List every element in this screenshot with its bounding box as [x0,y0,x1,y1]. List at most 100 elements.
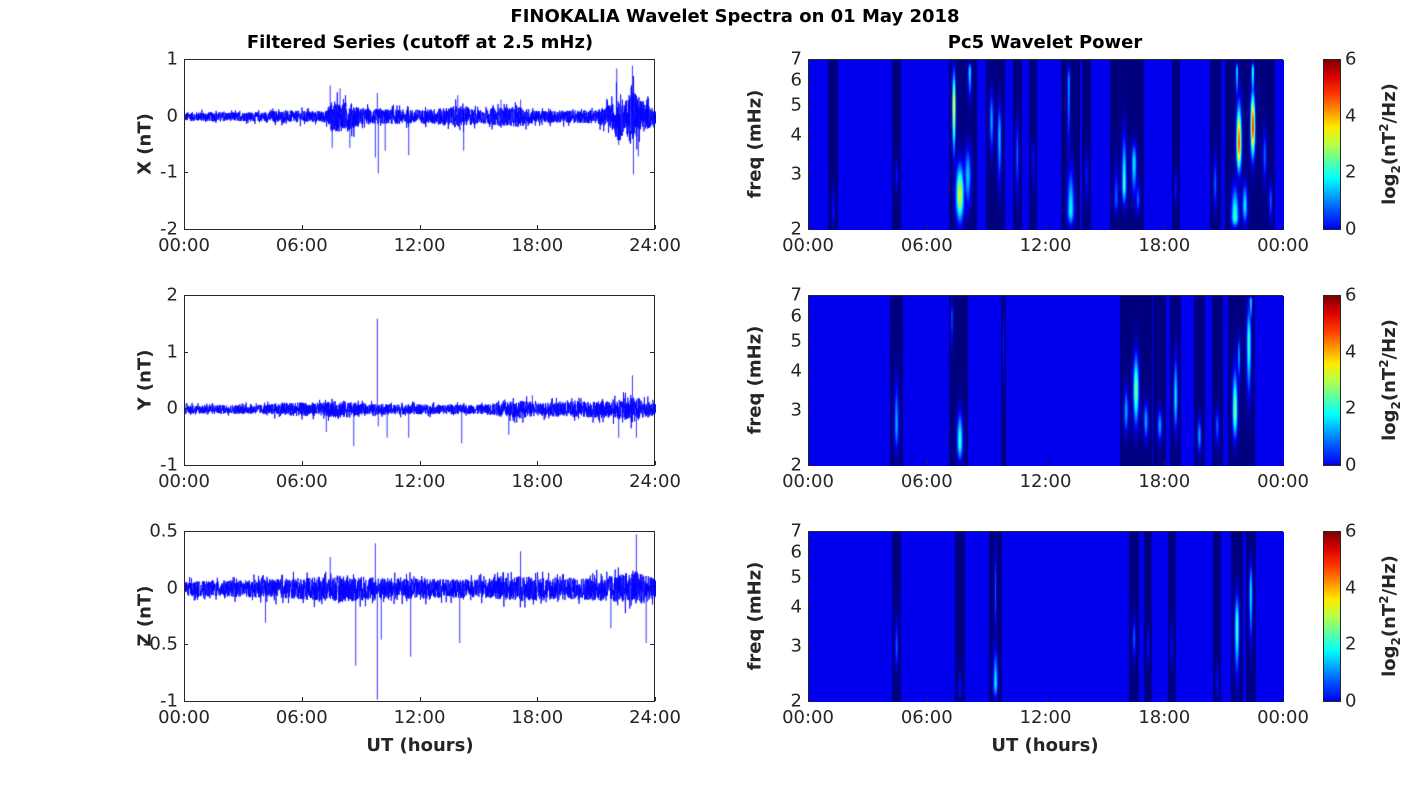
colorbar-label-part: /Hz) [1379,83,1401,124]
ytick-label: 2 [166,284,178,306]
left-column-title: Filtered Series (cutoff at 2.5 mHz) [246,32,594,53]
xtick-label: 18:00 [1138,707,1191,728]
colorbar-tick-label: 0 [1345,690,1357,712]
right-column-title: Pc5 Wavelet Power [947,32,1143,53]
ytick-mark [650,229,654,230]
ytick-mark [808,465,812,466]
ytick-mark [184,295,188,296]
xtick-mark [419,225,421,229]
ytick-mark [650,531,654,532]
colorbar [1323,59,1341,230]
xtick-label: 00:00 [1257,235,1309,256]
colorbar-tick-label: 4 [1345,577,1357,599]
freq-tick-label: 3 [790,163,802,185]
ytick-mark [184,587,188,589]
freq-tick-label: 5 [790,330,802,352]
xtick-mark [1283,697,1284,701]
ytick-mark [808,409,812,411]
ytick-mark [184,59,188,60]
ylabel-y: Y (nT) [134,349,156,411]
xtick-label: 00:00 [782,471,834,492]
freq-tick-label: 3 [790,635,802,657]
xtick-mark [537,697,539,701]
ytick-mark [808,531,812,532]
ytick-label: 0 [166,105,178,127]
colorbar-label-part: /Hz) [1379,319,1401,360]
xtick-mark [1045,225,1047,229]
ytick-mark [808,134,812,136]
ytick-label: -0.5 [142,633,178,655]
colorbar-tick-label: 2 [1345,633,1357,655]
colorbar-label: log2(nT2/Hz) [1377,555,1403,677]
colorbar-tick-label: 4 [1345,341,1357,363]
colorbar-label-part: log [1379,173,1401,205]
xtick-mark [1164,461,1166,465]
xtick-label: 06:00 [275,707,328,728]
xtick-mark [301,225,303,229]
xtick-label: 06:00 [275,471,328,492]
ytick-mark [808,295,812,296]
ytick-label: 0 [166,397,178,419]
xtick-label: 12:00 [393,707,446,728]
xtick-label: 12:00 [1019,707,1072,728]
ytick-label: -1 [160,690,178,712]
ytick-mark [808,645,812,647]
ytick-label: -2 [160,218,178,240]
spectrogram-axes-z [808,531,1284,702]
ytick-label: -1 [160,161,178,183]
colorbar-label-part: /Hz) [1379,555,1401,596]
timeseries-axes-x [184,59,656,231]
xtick-mark [184,461,185,465]
xtick-mark [655,461,656,465]
xtick-label: 00:00 [1257,471,1309,492]
colorbar-tick-label: 6 [1345,284,1357,306]
wavelet-power-heatmap-x [809,60,1284,230]
ytick-mark [184,351,188,353]
ytick-label: -1 [160,454,178,476]
xtick-label: 12:00 [1019,471,1072,492]
xtick-mark [1164,225,1166,229]
colorbar-label-part: 2 [1377,359,1392,368]
ytick-mark [184,531,188,532]
ytick-mark [808,606,812,608]
xtick-mark [808,225,809,229]
xtick-label: 00:00 [158,707,210,728]
left-xlabel: UT (hours) [366,735,474,756]
ytick-label: 0.5 [149,520,178,542]
freq-tick-label: 2 [790,218,802,240]
freq-tick-label: 2 [790,454,802,476]
xtick-mark [655,225,656,229]
wavelet-power-heatmap-z [809,532,1284,702]
xtick-label: 18:00 [1138,471,1191,492]
ytick-mark [650,115,654,117]
xtick-mark [926,461,928,465]
xtick-label: 24:00 [629,707,681,728]
ytick-mark [808,79,812,81]
ytick-mark [650,351,654,353]
ytick-mark [650,644,654,646]
freq-tick-label: 4 [790,124,802,146]
colorbar-label-part: log [1379,645,1401,677]
freq-tick-label: 7 [790,284,802,306]
ytick-mark [808,340,812,342]
colorbar-tick-label: 4 [1345,105,1357,127]
ytick-mark [808,229,812,230]
colorbar-tick-label: 2 [1345,161,1357,183]
xtick-label: 00:00 [158,471,210,492]
series-line-z [185,532,656,703]
ytick-mark [184,644,188,646]
ytick-mark [184,115,188,117]
xtick-label: 18:00 [511,235,564,256]
xtick-mark [301,697,303,701]
xtick-label: 06:00 [900,471,953,492]
xtick-label: 24:00 [629,471,681,492]
xtick-mark [1283,225,1284,229]
freq-ylabel: freq (mHz) [744,561,766,671]
colorbar-label-part: 2 [1388,637,1403,646]
xtick-mark [808,461,809,465]
colorbar-tick-label: 0 [1345,218,1357,240]
xtick-label: 06:00 [900,707,953,728]
colorbar-label: log2(nT2/Hz) [1377,83,1403,205]
freq-tick-label: 3 [790,399,802,421]
